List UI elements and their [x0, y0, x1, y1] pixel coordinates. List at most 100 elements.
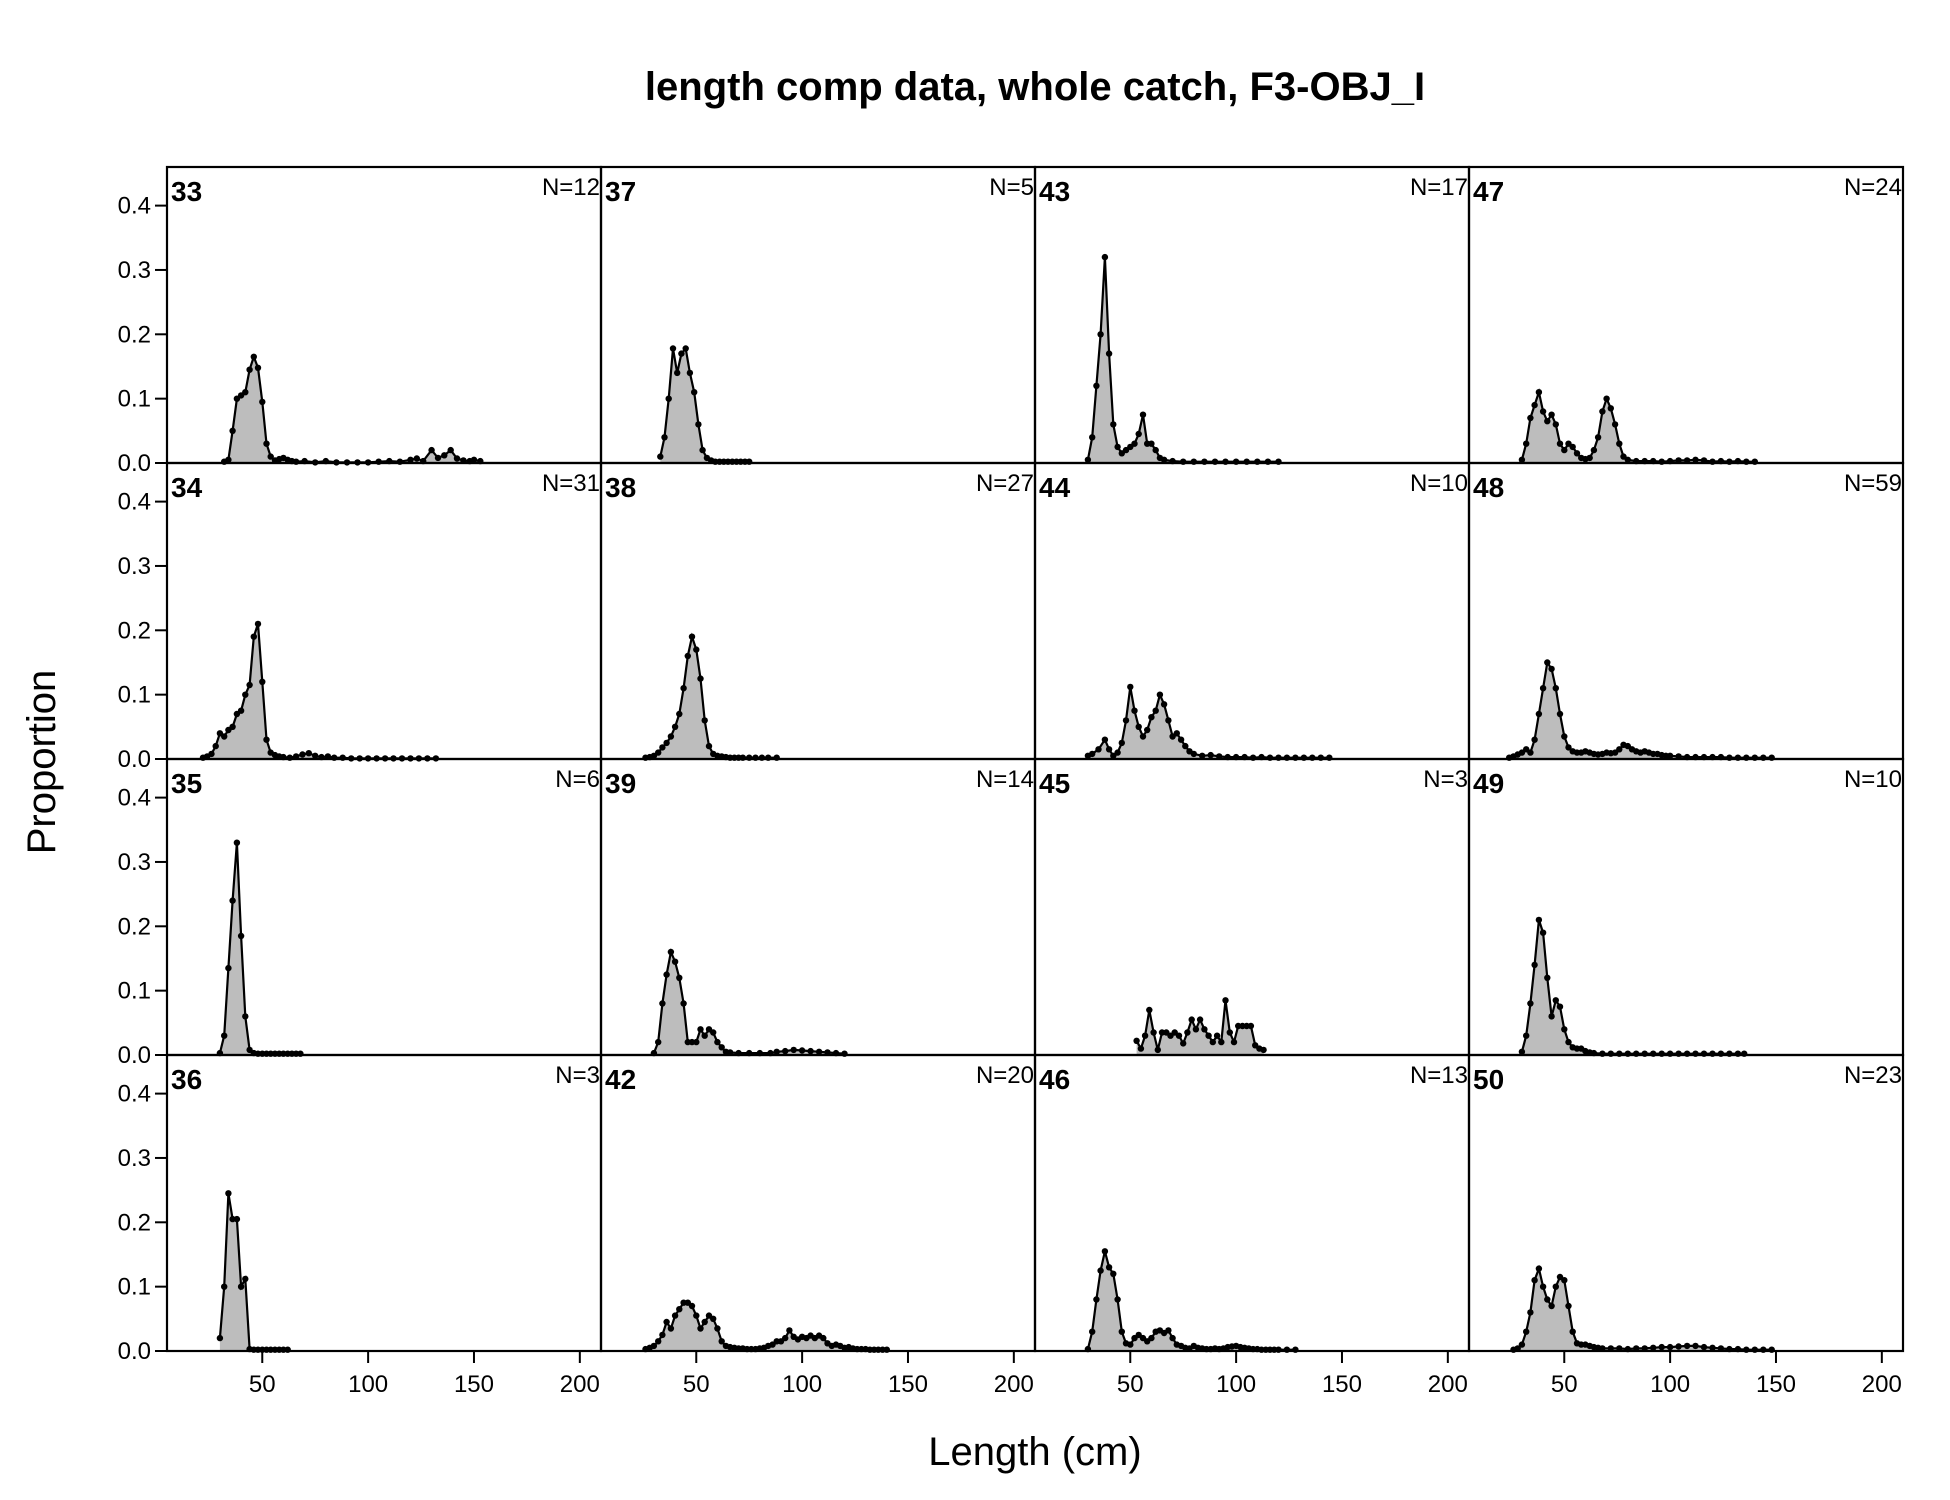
panel-39: 39 N=14 [599, 757, 1037, 1057]
panel-44-area [1087, 686, 1330, 759]
panel-34-point-10 [242, 691, 249, 698]
panel-49-point-10 [1561, 1026, 1568, 1033]
panel-46-point-6 [1110, 1270, 1117, 1278]
panel-50-frame [1467, 1053, 1905, 1353]
panel-34: 34 N=31 [165, 461, 603, 762]
panel-44-point-9 [1127, 683, 1134, 691]
panel-45-point-4 [1150, 1029, 1157, 1036]
panel-50-point-28 [1658, 1343, 1665, 1351]
panel-45-point-2 [1141, 1032, 1149, 1039]
panel-45-point-20 [1218, 1038, 1225, 1046]
panel-50: 50 N=23 [1467, 1053, 1905, 1353]
panel-33-point-38 [470, 456, 478, 463]
panel-45-point-0 [1133, 1037, 1140, 1045]
panel-39-point-1 [655, 1038, 662, 1046]
panel-43-point-12 [1135, 430, 1142, 438]
panel-42-point-12 [693, 1312, 700, 1319]
panel-n-label: N=12 [542, 174, 600, 201]
panel-n-label: N=13 [1410, 1062, 1468, 1089]
x-tick-label: 200 [1428, 1371, 1468, 1398]
panel-45-point-21 [1222, 997, 1229, 1004]
panel-49-point-1 [1523, 1032, 1530, 1039]
panel-42-point-3 [655, 1338, 662, 1345]
panel-34-frame [165, 461, 603, 761]
panel-49-point-9 [1556, 1003, 1564, 1010]
panel-47-point-25 [1624, 456, 1632, 463]
panel-48-point-5 [1527, 749, 1534, 756]
panel-44-point-26 [1207, 751, 1214, 759]
panel-39-point-16 [718, 1044, 725, 1051]
panel-45-point-30 [1260, 1046, 1267, 1054]
panel-38-point-7 [671, 723, 679, 730]
panel-50-point-6 [1535, 1265, 1543, 1272]
y-tick-label: 0.1 [118, 1274, 151, 1301]
panel-47-point-12 [1569, 443, 1576, 451]
panel-36-point-1 [221, 1283, 228, 1290]
panel-37-point-10 [699, 446, 706, 454]
panel-45-point-23 [1230, 1038, 1238, 1046]
panel-50-point-9 [1548, 1302, 1555, 1310]
panel-45-point-3 [1146, 1006, 1153, 1014]
panel-45-point-16 [1201, 1026, 1208, 1033]
panel-43: 43 N=17 [1033, 165, 1471, 465]
panel-33-frame [165, 165, 603, 465]
panel-47-area [1521, 392, 1755, 463]
panel-43-point-4 [1101, 253, 1109, 261]
y-axis-title: Proportion [20, 670, 64, 855]
panel-33-line [223, 353, 481, 464]
panel-35-area [219, 842, 301, 1055]
panel-38: 38 N=27 [599, 461, 1037, 761]
panel-37-point-9 [695, 421, 702, 428]
panel-label: 45 [1039, 768, 1070, 799]
panel-35-point-3 [229, 897, 236, 904]
panel-47-point-0 [1518, 456, 1526, 463]
panel-34-point-9 [237, 707, 245, 714]
panel-38-point-10 [684, 652, 691, 660]
panel-44-point-21 [1177, 736, 1185, 743]
panel-43-point-1 [1089, 434, 1096, 441]
panel-43-point-15 [1148, 440, 1155, 447]
panel-48-point-13 [1561, 733, 1568, 740]
panel-label: 39 [605, 768, 636, 799]
panel-39-point-11 [697, 1026, 704, 1033]
panel-42-area [645, 1302, 887, 1351]
panel-34-point-12 [250, 633, 257, 640]
panel-47-point-10 [1561, 446, 1568, 454]
panel-48-point-12 [1556, 710, 1564, 718]
panel-33-point-10 [263, 440, 270, 447]
panel-label: 44 [1039, 472, 1071, 503]
panel-33-point-9 [259, 398, 266, 406]
panel-44-point-3 [1101, 736, 1109, 743]
panel-44-point-10 [1131, 707, 1138, 714]
y-tick-label: 0.0 [118, 1042, 151, 1069]
panel-39-point-2 [659, 1000, 666, 1007]
panel-39-point-6 [676, 974, 683, 981]
panel-label: 50 [1473, 1064, 1504, 1095]
panel-n-label: N=6 [555, 766, 600, 793]
panel-50-point-10 [1552, 1283, 1560, 1290]
panel-48-area [1509, 662, 1772, 759]
panel-39-point-28 [815, 1048, 823, 1056]
panel-46-point-2 [1093, 1296, 1100, 1303]
panel-44-point-22 [1182, 742, 1189, 750]
panel-n-label: N=59 [1844, 470, 1902, 497]
panel-37-point-7 [686, 369, 694, 377]
panel-33-point-28 [407, 456, 414, 463]
panel-35: 35 N=6 [165, 757, 603, 1057]
panel-44-point-4 [1105, 746, 1113, 753]
chart-title: length comp data, whole catch, F3-OBJ_I [645, 65, 1425, 109]
panel-37-point-0 [657, 453, 664, 460]
panel-48-frame [1467, 461, 1905, 761]
panel-33-point-5 [242, 389, 249, 396]
panel-44-point-18 [1165, 717, 1172, 724]
panel-39-point-14 [710, 1029, 717, 1036]
panel-46: 46 N=13 [1033, 1053, 1471, 1353]
panel-39-point-15 [714, 1038, 721, 1046]
panel-46-point-8 [1118, 1328, 1126, 1335]
panel-45-point-15 [1196, 1016, 1204, 1023]
panel-45-point-5 [1154, 1046, 1162, 1054]
panel-43-point-6 [1110, 421, 1117, 428]
panel-39-point-5 [671, 958, 679, 965]
axes: 0.0 0.1 0.2 0.3 0.4 0.0 0.1 0.2 0.3 0.4 0.0 0.1 0.2 0… [118, 193, 1902, 1398]
